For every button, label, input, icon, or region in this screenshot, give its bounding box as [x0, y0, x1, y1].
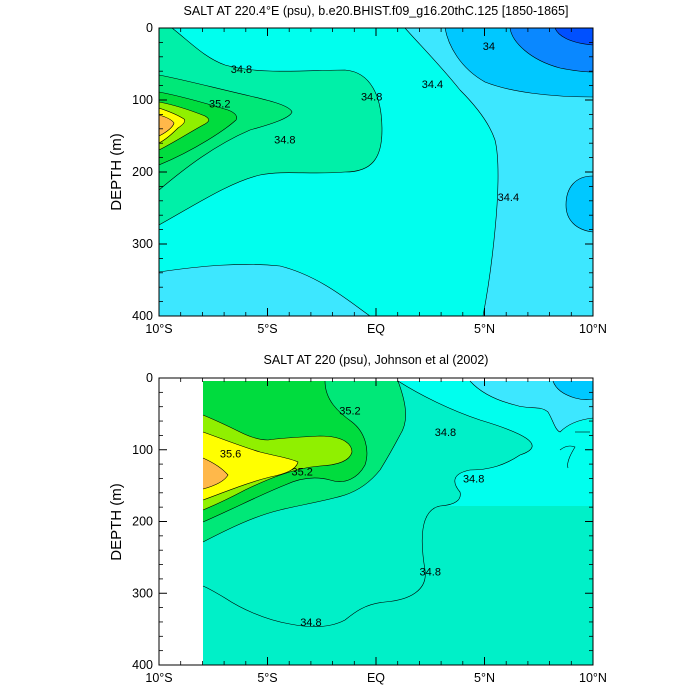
fill-34.8 [159, 28, 382, 225]
contour-line [404, 28, 499, 316]
fill-34.4 [405, 28, 593, 316]
fill-34.2 [553, 381, 593, 400]
y-tick-label: 200 [132, 515, 153, 529]
contour-label: 34.8 [463, 473, 484, 485]
contour-label: 34.4 [422, 79, 443, 91]
panel-model-contour-lines [159, 28, 593, 316]
contour-line [159, 107, 186, 144]
y-tick-label: 400 [132, 658, 153, 672]
contour-line [159, 91, 238, 166]
x-tick-label: 10°S [145, 671, 172, 685]
contour-line [565, 175, 593, 233]
contour-line [202, 431, 299, 501]
contour-line [552, 380, 593, 400]
contour-line [159, 74, 293, 191]
x-tick-label: 5°N [474, 671, 495, 685]
fill-35.6 [203, 432, 298, 500]
contour-line [202, 380, 406, 543]
y-tick-label: 100 [132, 443, 153, 457]
fill-33.8 [555, 28, 593, 45]
y-tick-label: 300 [132, 237, 153, 251]
x-tick-label: 5°S [257, 322, 277, 336]
y-tick-label: 400 [132, 309, 153, 323]
y-tick-label: 200 [132, 165, 153, 179]
contour-line [159, 28, 383, 226]
contour-line [554, 28, 593, 46]
y-tick-label: 0 [146, 371, 153, 385]
contour-label: 34.8 [435, 427, 456, 439]
contour-line [444, 28, 593, 98]
y-tick-label: 0 [146, 21, 153, 35]
panel-model-title: SALT AT 220.4°E (psu), b.e20.BHIST.f09_g… [184, 4, 569, 18]
contour-label: 34.4 [498, 192, 519, 204]
fill-34.4 [470, 381, 593, 432]
y-tick-label: 300 [132, 586, 153, 600]
panel-obs-contour-lines [202, 380, 593, 627]
contour-label: 34.8 [231, 64, 252, 76]
panel-obs-contour-labels: 35.2 35.6 35.2 34.8 34.8 34.8 34.8 [220, 405, 484, 629]
fill-34.6 [398, 381, 593, 506]
panel-obs-axes: 10°S 5°S EQ 5°N 10°N 0 100 200 300 400 [132, 371, 607, 685]
contour-label: 35.2 [292, 466, 313, 478]
panel-model: SALT AT 220.4°E (psu), b.e20.BHIST.f09_g… [108, 4, 607, 336]
contour-line [159, 264, 371, 316]
fill-34.2-blob [566, 176, 593, 232]
panel-model-contour-labels: 34.8 35.2 34.8 34.8 34.4 34 34.4 [209, 41, 519, 204]
x-tick-label: 10°N [579, 322, 607, 336]
contour-label: 34.8 [274, 135, 295, 147]
contour-label: 34.8 [361, 91, 382, 103]
x-tick-label: 5°S [257, 671, 277, 685]
contour-line [559, 445, 576, 469]
panel-obs-title: SALT AT 220 (psu), Johnson et al (2002) [264, 353, 489, 367]
fill-35.8 [159, 115, 174, 136]
panel-obs: SALT AT 220 (psu), Johnson et al (2002) [108, 353, 607, 685]
x-tick-label: 10°S [145, 322, 172, 336]
contour-line [159, 101, 210, 151]
contour-label: 35.2 [209, 99, 230, 111]
fill-34.4-deep [159, 264, 370, 316]
contour-label: 34.8 [420, 567, 441, 579]
panel-model-axes: 10°S 5°S EQ 5°N 10°N 0 100 200 300 400 [132, 21, 607, 336]
contour-line [159, 114, 175, 137]
contour-line [202, 380, 368, 523]
contour-label: 34.8 [300, 617, 321, 629]
x-tick-label: EQ [367, 671, 385, 685]
panel-model-ylabel: DEPTH (m) [108, 133, 125, 211]
panel-obs-contour-fill [203, 381, 593, 665]
contour-line [509, 28, 593, 73]
panel-obs-ylabel: DEPTH (m) [108, 483, 125, 561]
contour-label: 34 [483, 41, 495, 53]
x-tick-label: 5°N [474, 322, 495, 336]
contour-line [202, 457, 229, 490]
contour-line [202, 380, 533, 627]
contour-label: 35.2 [339, 405, 360, 417]
x-tick-label: EQ [367, 322, 385, 336]
contour-line [469, 380, 593, 433]
x-tick-label: 10°N [579, 671, 607, 685]
contour-label: 35.6 [220, 448, 241, 460]
panel-model-contour-fill [159, 28, 593, 316]
contour-line [202, 414, 353, 511]
y-tick-label: 100 [132, 93, 153, 107]
